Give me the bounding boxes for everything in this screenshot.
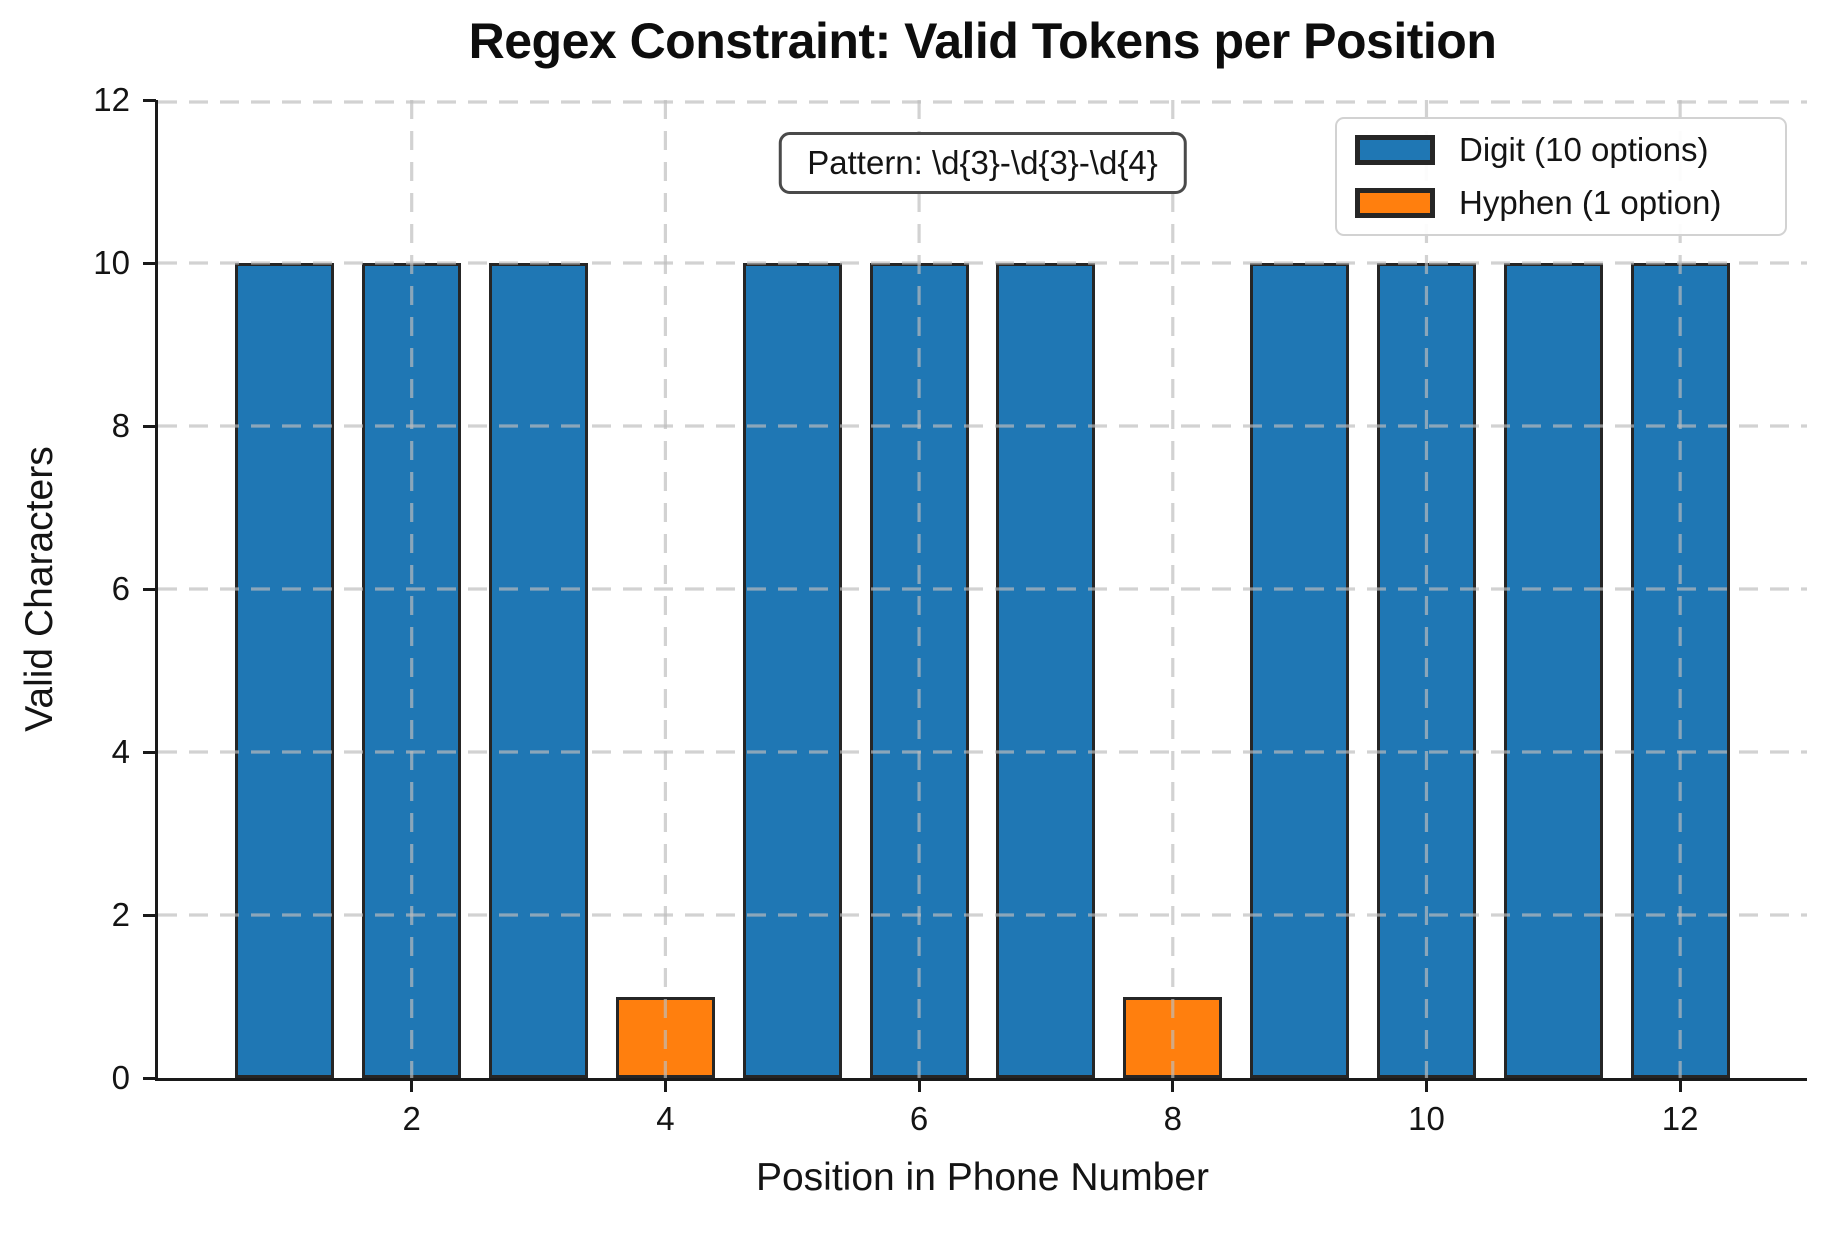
y-tick-mark-12 (143, 98, 156, 102)
x-tick-label-10: 10 (1408, 1100, 1445, 1137)
bar-position-7-digit (996, 263, 1096, 1078)
bar-position-1-digit (235, 263, 335, 1078)
x-tick-mark-8 (1171, 1079, 1175, 1092)
y-tick-label-12: 12 (93, 81, 130, 118)
y-tick-label-8: 8 (111, 407, 130, 444)
bar-position-3-digit (489, 263, 588, 1078)
pattern-annotation: Pattern: \d{3}-\d{3}-\d{4} (778, 132, 1187, 194)
legend: Digit (10 options) Hyphen (1 option) (1335, 117, 1787, 236)
y-tick-label-2: 2 (111, 896, 130, 933)
hyphen-swatch-icon (1355, 188, 1435, 218)
bar-position-4-hyphen (615, 996, 715, 1078)
x-tick-mark-12 (1678, 1079, 1682, 1092)
bar-position-11-digit (1503, 263, 1603, 1078)
x-tick-mark-10 (1424, 1079, 1428, 1092)
bar-position-2-digit (362, 263, 462, 1078)
y-tick-label-6: 6 (111, 570, 130, 607)
y-tick-label-0: 0 (111, 1059, 130, 1096)
x-tick-label-8: 8 (1163, 1100, 1182, 1137)
bar-position-9-digit (1250, 263, 1350, 1078)
digit-swatch-icon (1355, 135, 1435, 165)
x-tick-mark-6 (917, 1079, 921, 1092)
y-tick-mark-2 (143, 913, 156, 917)
y-tick-mark-6 (143, 587, 156, 591)
x-tick-label-6: 6 (909, 1100, 929, 1137)
x-tick-label-2: 2 (402, 1100, 421, 1137)
chart-title: Regex Constraint: Valid Tokens per Posit… (468, 13, 1497, 69)
x-tick-mark-4 (663, 1079, 667, 1092)
bar-position-12-digit (1630, 263, 1730, 1078)
y-tick-label-4: 4 (111, 733, 130, 770)
x-tick-label-4: 4 (656, 1100, 675, 1137)
y-tick-mark-10 (143, 261, 156, 265)
bar-position-5-digit (742, 263, 842, 1078)
y-tick-mark-0 (143, 1076, 156, 1080)
bars (158, 100, 1807, 1078)
y-tick-label-10: 10 (93, 244, 130, 281)
x-axis-label: Position in Phone Number (755, 1156, 1210, 1199)
plot-area: Pattern: \d{3}-\d{3}-\d{4} Digit (10 opt… (155, 100, 1807, 1081)
x-tick-mark-2 (410, 1079, 414, 1092)
bar-position-6-digit (869, 263, 969, 1078)
x-tick-label-12: 12 (1661, 1100, 1699, 1137)
legend-row-digit: Digit (10 options) (1355, 130, 1767, 170)
bar-position-10-digit (1376, 263, 1476, 1078)
legend-label-hyphen: Hyphen (1 option) (1459, 184, 1722, 221)
y-tick-mark-4 (143, 750, 156, 754)
bar-position-8-hyphen (1123, 996, 1223, 1078)
legend-row-hyphen: Hyphen (1 option) (1355, 183, 1767, 223)
legend-label-digit: Digit (10 options) (1459, 131, 1709, 168)
y-tick-mark-8 (143, 424, 156, 428)
